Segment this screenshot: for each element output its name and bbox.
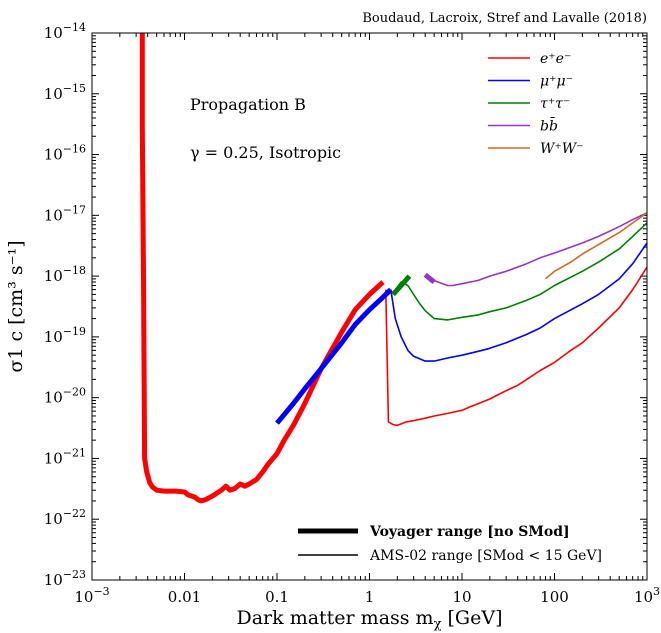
y-tick-label: 10−19	[44, 325, 86, 346]
tick-labels: 10−3 0.01 0.1 1 10 100 103 10−14 10−15 10−16 10−17…	[44, 21, 660, 606]
y-tick-label: 10−18	[44, 264, 86, 285]
annotation-propagation: Propagation B	[190, 95, 306, 114]
y-axis-label: σ1 c [cm³ s⁻¹]	[5, 240, 27, 372]
range-legend: Voyager range [no SMod] AMS-02 range [SMo…	[298, 524, 602, 564]
y-tick-label: 10−15	[44, 82, 86, 103]
legend-label: e⁺e⁻	[540, 51, 571, 67]
x-tick-label: 0.1	[265, 588, 289, 606]
series-line-ams-3	[429, 212, 647, 287]
plot-area	[139, 33, 647, 504]
series-line-voyager-2	[391, 274, 412, 297]
series-line-voyager-3	[423, 272, 436, 284]
legend-label: W⁺W⁻	[540, 141, 584, 157]
x-axis-label: Dark matter mass mχ [GeV]	[237, 607, 503, 632]
axis-ticks	[91, 32, 648, 581]
y-tick-label: 10−22	[44, 507, 86, 528]
y-tick-label: 10−14	[44, 21, 86, 42]
y-tick-label: 10−23	[44, 568, 86, 589]
series-line-ams-4	[544, 212, 647, 280]
series-line-ams-0	[385, 266, 647, 427]
y-tick-label: 10−16	[44, 143, 86, 164]
x-tick-label: 1	[365, 588, 375, 606]
x-tick-label: 0.01	[168, 588, 201, 606]
legend-label: bb̄	[540, 116, 558, 134]
chart-credit: Boudaud, Lacroix, Stref and Lavalle (201…	[362, 11, 647, 26]
x-tick-label: 10	[452, 588, 471, 606]
annotation-gamma: γ = 0.25, Isotropic	[190, 143, 341, 162]
legend-label: τ⁺τ⁻	[540, 96, 570, 112]
y-tick-label: 10−17	[44, 203, 86, 224]
series-layer	[139, 33, 647, 504]
x-tick-label: 100	[540, 588, 569, 606]
x-tick-label: 10−3	[74, 585, 109, 606]
series-line-ams-1	[390, 242, 647, 362]
y-tick-label: 10−20	[44, 386, 86, 407]
legend-label: μ⁺μ⁻	[540, 74, 573, 90]
series-line-voyager-0	[139, 33, 385, 504]
range-legend-label: Voyager range [no SMod]	[369, 524, 570, 540]
series-line-ams-2	[394, 222, 647, 321]
series-line-voyager-1	[275, 287, 393, 425]
legend: e⁺e⁻ μ⁺μ⁻ τ⁺τ⁻ bb̄ W⁺W⁻	[488, 51, 584, 157]
range-legend-label: AMS-02 range [SMod < 15 GeV]	[369, 548, 602, 564]
y-tick-label: 10−21	[44, 446, 86, 467]
plot-frame	[91, 32, 648, 581]
x-tick-label: 103	[634, 585, 660, 606]
